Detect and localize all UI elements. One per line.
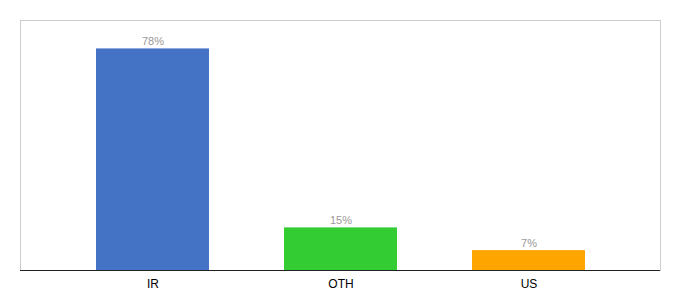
svg-text:78%: 78%	[142, 35, 164, 47]
svg-text:15%: 15%	[330, 214, 352, 226]
svg-text:OTH: OTH	[328, 277, 353, 291]
svg-text:7%: 7%	[521, 237, 537, 249]
svg-text:US: US	[521, 277, 538, 291]
svg-text:IR: IR	[147, 277, 159, 291]
